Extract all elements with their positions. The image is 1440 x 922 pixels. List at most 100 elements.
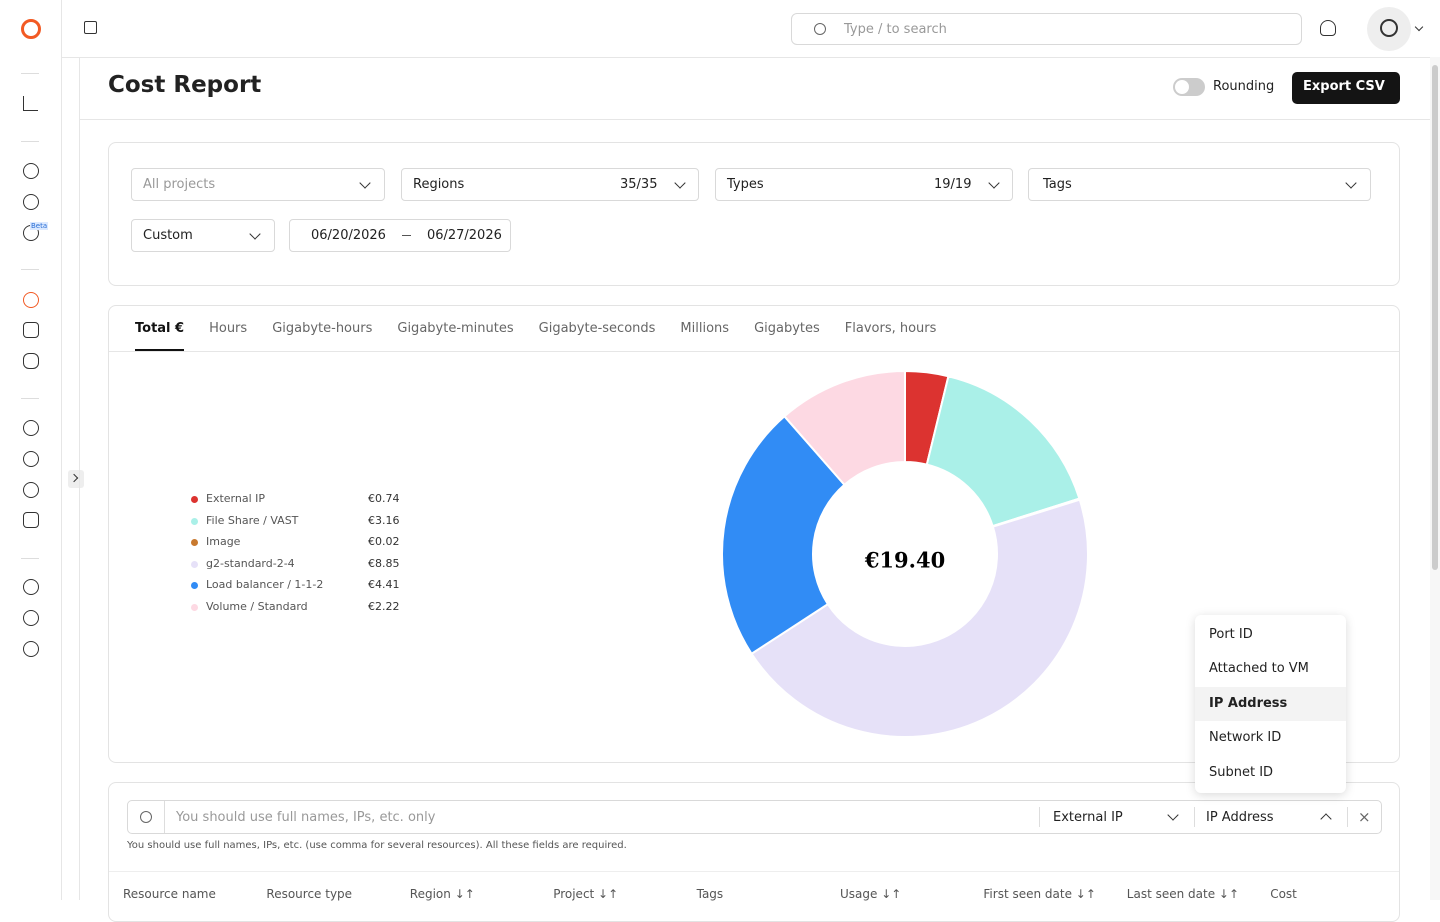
nav-icon[interactable] (23, 641, 39, 657)
legend-label: Volume / Standard (206, 599, 308, 613)
column-header[interactable]: Resource name (123, 887, 216, 901)
dropdown-item[interactable]: Attached to VM (1209, 661, 1309, 677)
search-box[interactable]: Type / to search (791, 13, 1302, 45)
legend-label: External IP (206, 492, 266, 505)
regions-select[interactable]: Regions 35/35 (401, 168, 699, 201)
types-select[interactable]: Types 19/19 (715, 168, 1013, 201)
tab[interactable]: Gigabyte-minutes (397, 321, 514, 336)
tab[interactable]: Flavors, hours (844, 321, 937, 336)
regions-count: 35/35 (620, 177, 658, 192)
nav-icon[interactable] (23, 420, 39, 436)
donut-slice (721, 414, 846, 656)
types-count: 19/19 (934, 177, 972, 192)
tab[interactable]: Gigabyte-hours (272, 321, 373, 336)
column-header[interactable]: Last seen date ↓↑ (1126, 887, 1240, 901)
legend-dot (191, 517, 198, 525)
legend-label: Image (206, 535, 241, 549)
legend-dot (191, 582, 198, 590)
column-header[interactable]: First seen date ↓↑ (983, 887, 1096, 901)
legend-value: €3.16 (368, 513, 400, 527)
app: Beta Type / to search Cost Report Roundi… (21, 0, 1440, 922)
legend-value: €2.22 (368, 599, 400, 613)
search-placeholder: Type / to search (844, 21, 947, 37)
column-header[interactable]: Usage ↓↑ (840, 887, 902, 901)
projects-label: All projects (143, 177, 216, 192)
dropdown-item[interactable]: Port ID (1209, 627, 1253, 642)
export-button[interactable]: Export CSV (1292, 72, 1400, 104)
nav-icon[interactable] (23, 163, 39, 179)
collapse-button[interactable] (84, 21, 97, 34)
chart-card (108, 305, 1400, 763)
rounding-label: Rounding (1213, 79, 1275, 94)
donut-slice (925, 375, 1081, 528)
beta-badge: Beta (30, 222, 49, 230)
tab[interactable]: Gigabytes (754, 321, 820, 336)
period-label: Custom (143, 228, 193, 243)
page-title: Cost Report (108, 72, 262, 98)
dropdown-item[interactable]: IP Address (1195, 686, 1346, 722)
page: Cost Report { "header": {"search_placeho… (21, 0, 1440, 922)
date-to: 06/27/2026 (426, 228, 502, 243)
avatar[interactable] (1367, 7, 1411, 51)
support-button[interactable] (1320, 20, 1336, 36)
nav-icon[interactable] (23, 512, 39, 528)
logo[interactable] (21, 19, 41, 39)
nav-icon[interactable] (23, 353, 39, 369)
search-hint: You should use full names, IPs, etc. (us… (127, 840, 627, 851)
donut-total: €19.40 (864, 548, 945, 573)
legend-label: File Share / VAST (206, 513, 299, 527)
topbar: Type / to search (62, 0, 1440, 58)
search-placeholder: You should use full names, IPs, etc. onl… (176, 809, 436, 825)
rounding-toggle[interactable] (1173, 78, 1205, 96)
legend-value: €0.74 (368, 492, 400, 505)
donut-slice (783, 369, 906, 487)
column-header[interactable]: Resource type (266, 887, 353, 901)
field-dropdown: Port ID Attached to VM IP Address Network I… (1195, 615, 1346, 793)
date-from: 06/20/2026 (311, 228, 386, 243)
tab[interactable]: Hours (209, 321, 248, 336)
legend-dot (191, 560, 198, 568)
field-select[interactable]: IP Address (1206, 809, 1274, 825)
date-range[interactable]: 06/20/2026 06/27/2026 (289, 219, 511, 252)
types-label: Types (727, 177, 764, 192)
column-header[interactable]: Region ↓↑ (409, 887, 475, 901)
column-header[interactable]: Cost (1270, 887, 1297, 901)
expand-button[interactable] (68, 470, 84, 488)
donut-chart: €19.40 (721, 369, 1089, 738)
legend-label: g2-standard-2-4 (206, 556, 295, 570)
resource-search[interactable]: You should use full names, IPs, etc. onl… (127, 800, 1382, 834)
tab[interactable]: Millions (680, 321, 730, 336)
tab[interactable]: Gigabyte-seconds (538, 321, 656, 336)
column-header[interactable]: Tags (696, 887, 724, 901)
nav-icon[interactable] (23, 610, 39, 626)
column-header[interactable]: Project ↓↑ (553, 887, 619, 901)
filter-card (108, 142, 1400, 286)
tags-label: Tags (1043, 177, 1072, 192)
tab[interactable]: Total € (135, 321, 185, 351)
arrow (401, 235, 411, 236)
legend-dot (191, 539, 198, 547)
period-select[interactable]: Custom (131, 219, 275, 252)
tabs: Total € Hours Gigabyte-hours Gigabyte-minut… (135, 321, 936, 351)
nav-icon[interactable] (23, 322, 39, 338)
legend-dot (191, 496, 198, 503)
legend-dot (191, 603, 198, 611)
legend-label: Load balancer / 1-1-2 (206, 578, 324, 592)
reports-icon[interactable] (23, 96, 38, 111)
nav-icon[interactable] (23, 579, 39, 595)
donut-slice (750, 498, 1089, 738)
scrollbar[interactable] (1430, 57, 1440, 900)
dropdown-item[interactable]: Network ID (1209, 730, 1282, 746)
nav-icon[interactable] (23, 482, 39, 498)
nav-icon[interactable] (23, 194, 39, 210)
legend-value: €0.02 (368, 535, 400, 549)
legend-value: €8.85 (368, 556, 400, 570)
resource-type[interactable]: External IP (1053, 809, 1123, 825)
cloud-icon[interactable] (23, 292, 39, 308)
projects-select[interactable]: All projects (131, 168, 385, 201)
clear-button[interactable]: × (1358, 808, 1371, 826)
tags-select[interactable]: Tags (1028, 168, 1371, 201)
nav-icon[interactable] (23, 451, 39, 467)
export-label: Export CSV (1303, 79, 1385, 94)
dropdown-item[interactable]: Subnet ID (1209, 764, 1274, 780)
